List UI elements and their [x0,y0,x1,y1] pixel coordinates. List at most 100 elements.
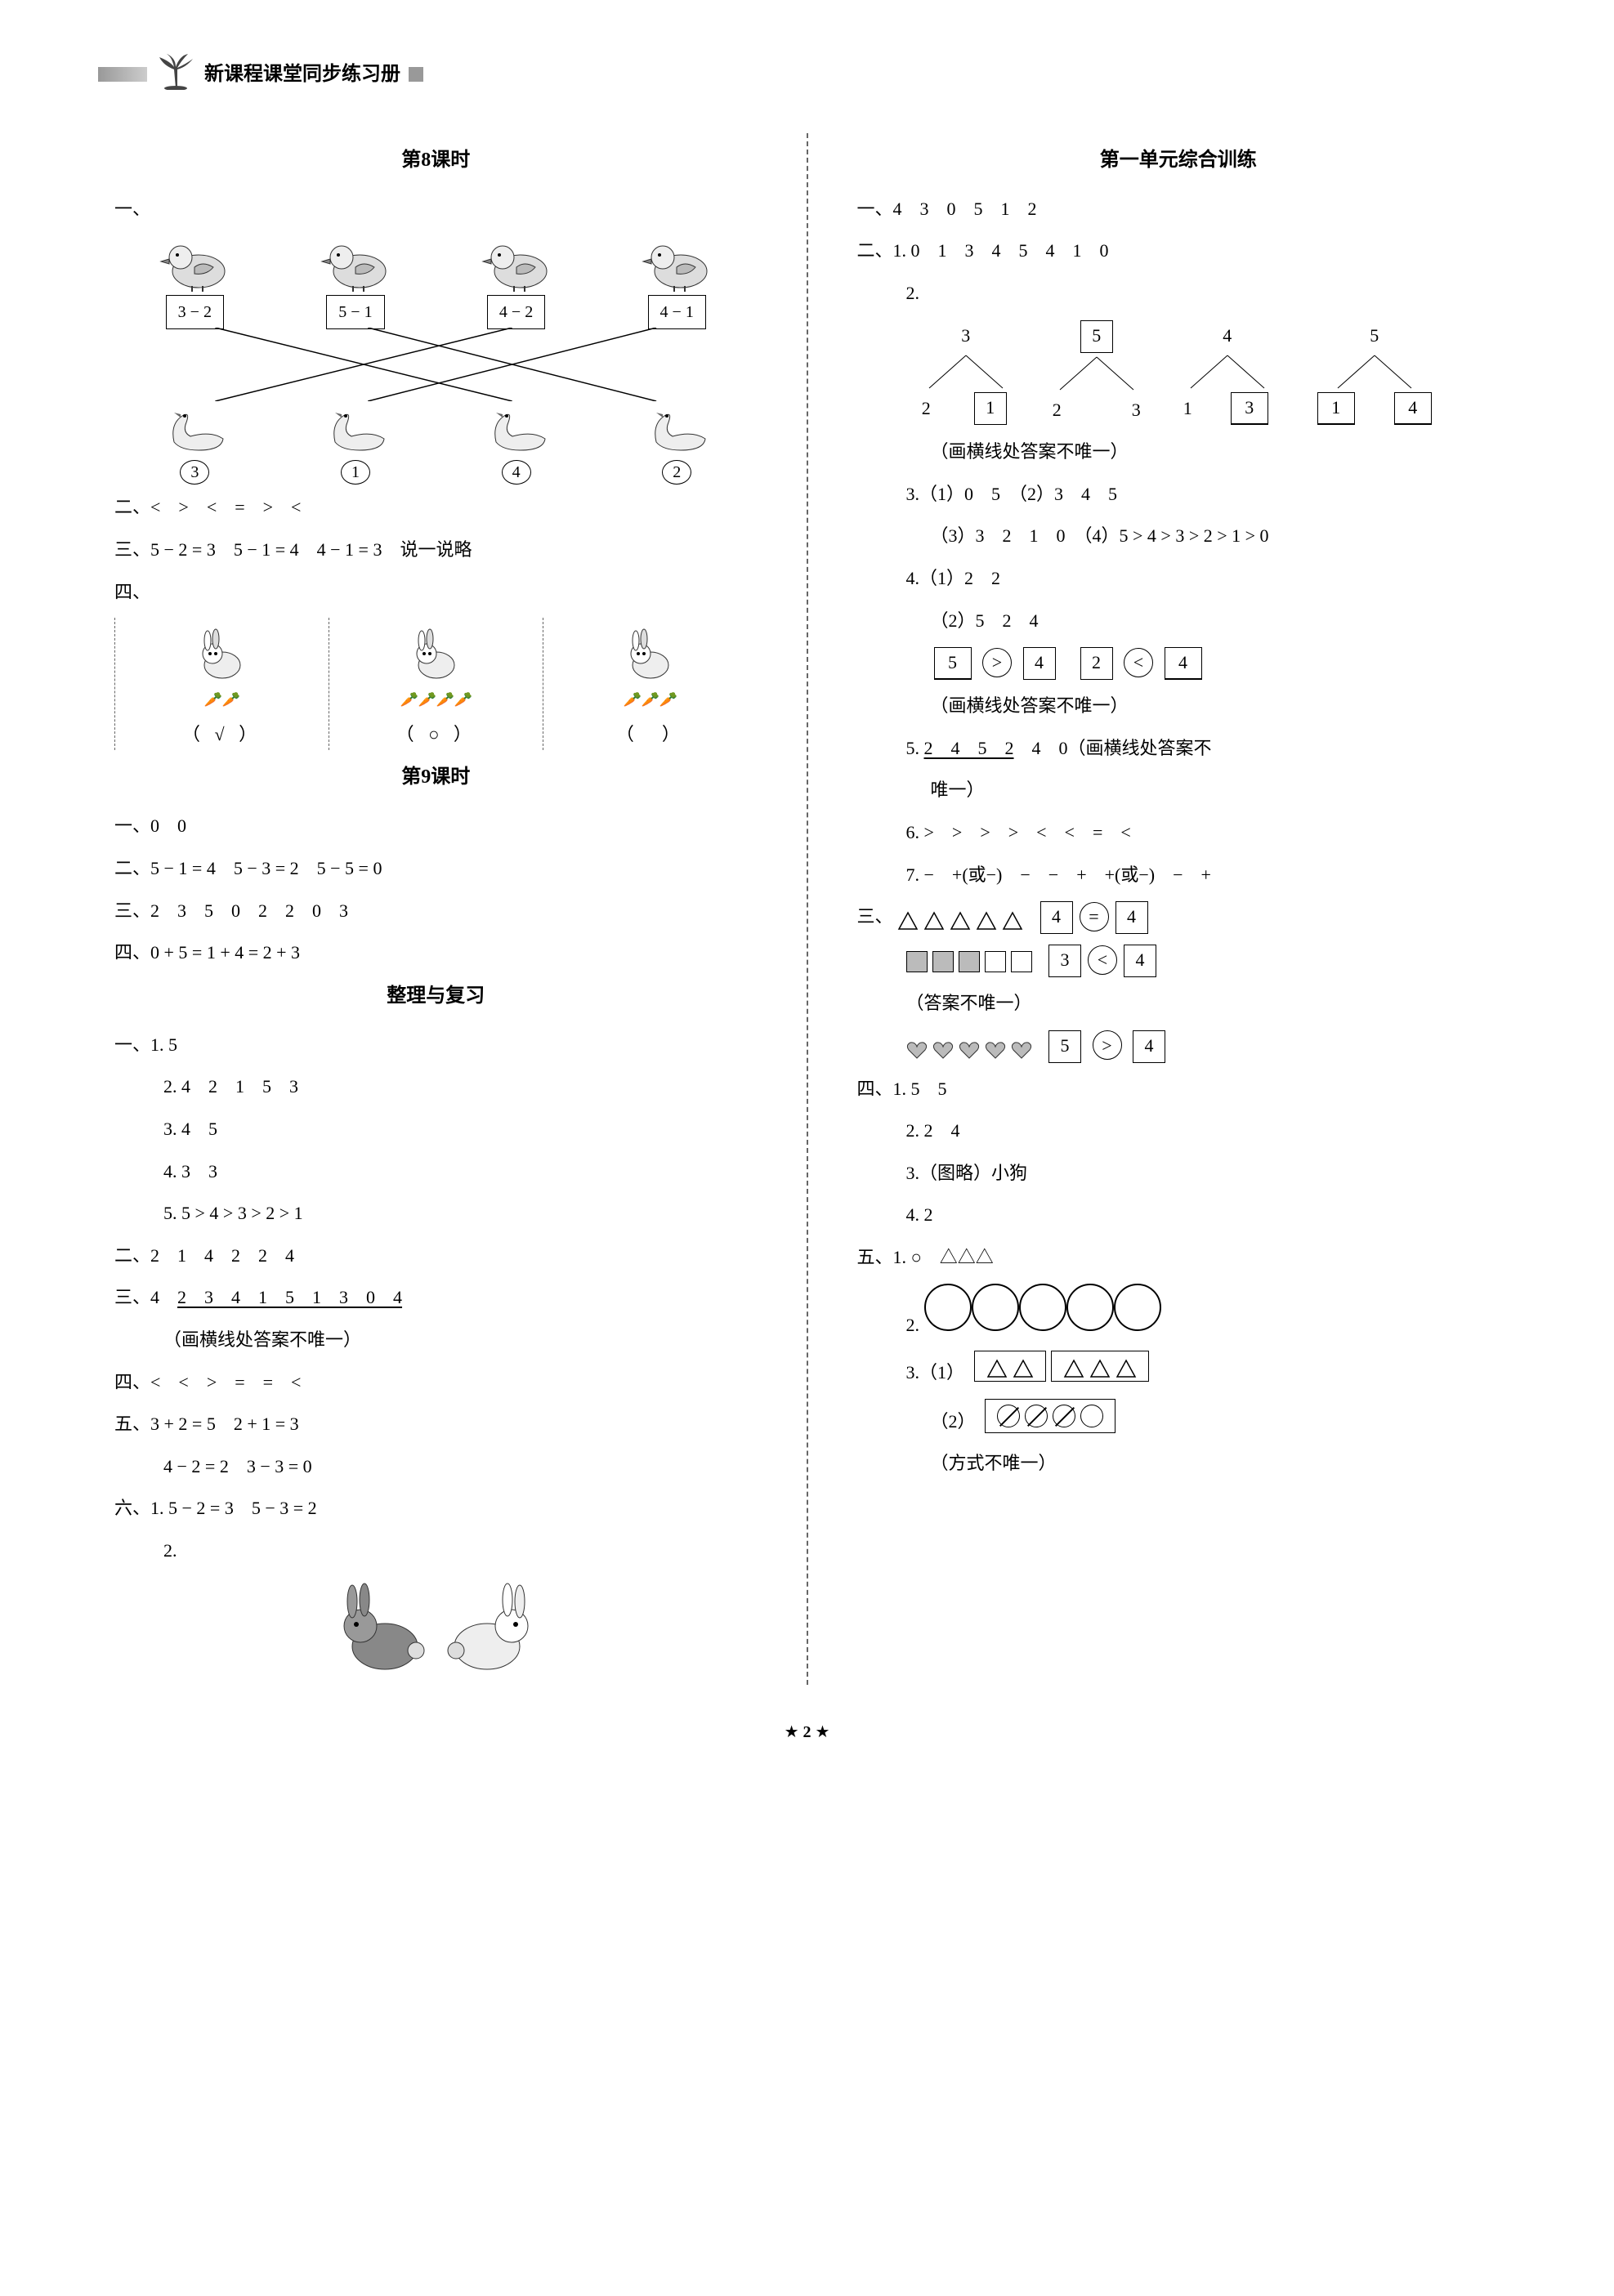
rabbit-icon [404,624,469,681]
u-q2-5: 5. 2 4 5 2 4 0（画横线处答案不 [857,732,1500,765]
rabbit-left-icon [328,1577,434,1675]
swan-num: 3 [180,460,209,485]
square-icon [985,951,1006,972]
val-b: 4 [1023,647,1056,680]
l8-q2: 二、< > < = > < [114,491,758,524]
q5-3-1-label: 3.（1） [906,1362,965,1383]
palm-tree-icon [155,49,196,101]
swan-num: 4 [502,460,531,485]
r-q4: 四、< < > = = < [114,1366,758,1399]
u-q2-2-label: 2. [857,277,1500,310]
duck: 5 − 1 [298,235,413,329]
l9-q2: 二、5 − 1 = 4 5 − 3 = 2 5 − 5 = 0 [114,852,758,885]
page-footer: ★ 2 ★ [98,1718,1516,1747]
u-q2-6: 6. > > > > < < = < [857,816,1500,849]
l9-q1: 一、0 0 [114,810,758,842]
tree-note: （画横线处答案不唯一） [857,436,1500,468]
header-bar-right [409,67,423,82]
val: 4 [1040,901,1073,934]
val: 4 [1124,945,1156,977]
square-icon [959,951,980,972]
big-circles [924,1315,1161,1335]
rabbit-right-icon [438,1577,544,1675]
r-q6-2: 2. [114,1534,758,1567]
shape-comparison-row: 4=4 [897,906,1151,927]
crossed-circle-icon [997,1405,1020,1427]
r-q2: 二、2 1 4 2 2 4 [114,1240,758,1272]
circle-icon [1080,1405,1103,1427]
u-q5-3-2: （2） [857,1399,1500,1438]
op2: < [1124,648,1153,677]
triangle-icon [950,909,971,928]
r-q5b: 4 − 2 = 2 3 − 3 = 0 [114,1450,758,1483]
review-title: 整理与复习 [114,979,758,1014]
u-q3-r2: 3<4 [857,944,1500,977]
u-q5-1: 五、1. ○ △△△ [857,1241,1500,1274]
hearts-b: 4 [1133,1030,1165,1063]
rabbit-icon [618,624,683,681]
duck-icon [158,235,231,292]
bottom-rabbits [114,1577,758,1686]
duck-expr: 4 − 2 [487,295,545,329]
circle-icon [1019,1284,1066,1331]
val-c: 2 [1080,647,1113,680]
u-q3-hearts: 5 > 4 [857,1030,1500,1063]
number-bond-trees: 3 21 5 23 4 13 5 14 [857,319,1500,427]
triangle-icon [1115,1356,1137,1376]
duck-icon [640,235,713,292]
u-q2-7: 7. − +(或−) − − + +(或−) − + [857,859,1500,891]
r-q1-4: 4. 3 3 [114,1155,758,1188]
rabbit-cell: 🥕🥕🥕 （ ） [543,618,757,750]
triangle-icon [897,909,919,928]
triangle-icon [1089,1356,1111,1376]
hearts-row [906,1038,1032,1057]
q2-5-pre: 5. [906,738,924,758]
val: 3 [1048,945,1081,977]
carrot-icon: 🥕 [204,686,222,712]
page-header: 新课程课堂同步练习册 [98,49,1516,101]
lesson8-title: 第8课时 [114,143,758,178]
u-q2-1: 二、1. 0 1 3 4 5 4 1 0 [857,235,1500,267]
swan-icon [640,400,713,457]
tri-boxes [969,1362,1149,1383]
swan: 2 [619,400,734,485]
u-q2-4a: 4.（1）2 2 [857,562,1500,595]
u-q3-note: （答案不唯一） [857,987,1500,1020]
u-q1: 一、4 3 0 5 1 2 [857,193,1500,226]
q2-5-u: 2 4 5 2 [924,738,1014,758]
circle-icon [924,1284,972,1331]
heart-icon [906,1038,928,1057]
triangle-group-box [974,1351,1046,1382]
u-q2-3a: 3.（1）0 5 （2）3 4 5 [857,478,1500,511]
l9-q3: 三、2 3 5 0 2 2 0 3 [114,895,758,927]
q2-5-post: 4 0（画横线处答案不 [1014,738,1212,758]
number-bond: 5 14 [1309,319,1440,427]
swan: 3 [137,400,252,485]
r-q5a: 五、3 + 2 = 5 2 + 1 = 3 [114,1408,758,1441]
rabbit-answer: （ ○ ） [336,718,536,751]
heart-icon [1011,1038,1032,1057]
hearts-a: 5 [1048,1030,1081,1063]
circle-icon [1114,1284,1161,1331]
carrot-icon: 🥕 [400,686,418,712]
carrot-icon: 🥕 [454,686,472,712]
u-q2-4c: 5 > 4 2 < 4 [857,646,1500,680]
carrot-icon: 🥕 [418,686,436,712]
op: = [1080,902,1109,931]
u-q4-1: 四、1. 5 5 [857,1073,1500,1106]
r-q6: 六、1. 5 − 2 = 3 5 − 3 = 2 [114,1492,758,1525]
duck: 4 − 2 [459,235,574,329]
carrot-icon: 🥕 [659,686,677,712]
triangle-icon [986,1356,1008,1376]
duck: 3 − 2 [137,235,252,329]
number-bond: 4 13 [1178,319,1276,427]
number-bond: 3 21 [917,319,1015,427]
swan-num: 1 [341,460,370,485]
q1-label: 一、 [114,193,758,226]
lesson9-title: 第9课时 [114,760,758,795]
triangle-group-box [1051,1351,1149,1382]
u-q2-3b: （3）3 2 1 0 （4）5 > 4 > 3 > 2 > 1 > 0 [857,520,1500,552]
r-q3-u: 2 3 4 1 5 1 3 0 4 [177,1287,402,1307]
r-q1-2: 2. 4 2 1 5 3 [114,1070,758,1103]
carrot-row: 🥕🥕 [122,686,322,712]
